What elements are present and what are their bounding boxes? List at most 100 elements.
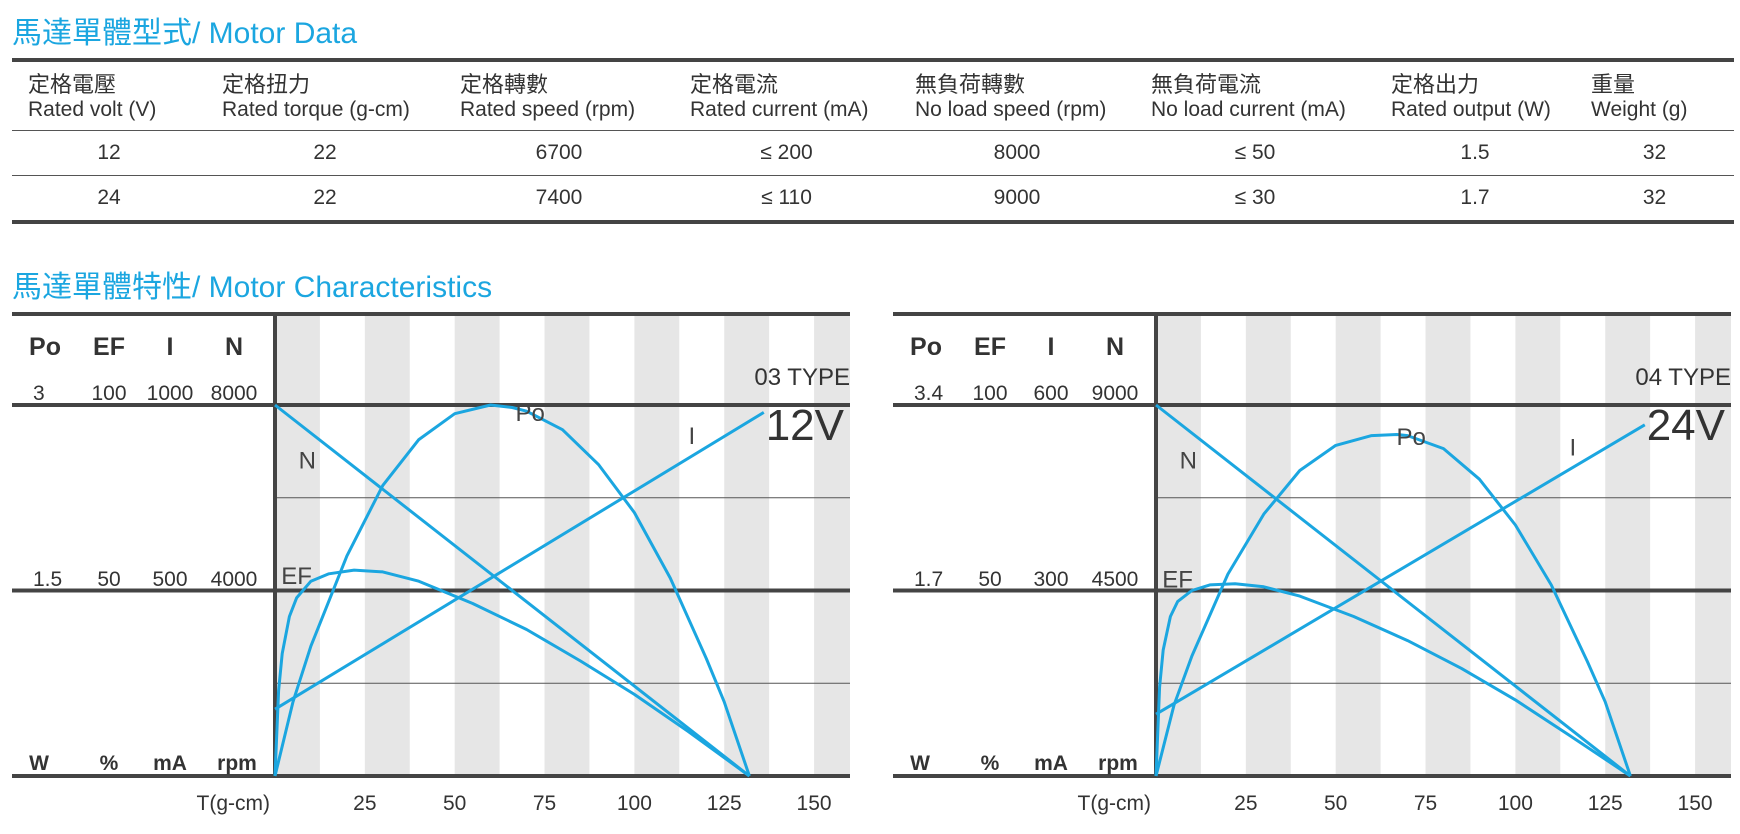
table-cell: ≤ 200 xyxy=(674,130,899,176)
chart-x-tick-label: 100 xyxy=(1498,792,1533,815)
chart-type-label: 04 TYPE xyxy=(1635,364,1731,391)
chart-column-header: Po xyxy=(29,333,61,361)
chart-band xyxy=(364,314,410,776)
chart-band xyxy=(1695,314,1731,776)
chart-unit-label: W xyxy=(910,752,930,775)
chart-column-header: N xyxy=(225,333,243,361)
chart-voltage-label: 24V xyxy=(1647,401,1726,450)
table-cell: 1.7 xyxy=(1375,175,1575,224)
motor-data-title: 馬達單體型式/ Motor Data xyxy=(12,17,358,50)
table-cell: 22 xyxy=(206,130,444,176)
chart-column-header: Po xyxy=(910,333,942,361)
chart-column-header: I xyxy=(1048,333,1055,361)
table-cell: 8000 xyxy=(899,130,1135,176)
chart-column-header: I xyxy=(167,333,174,361)
motor-data-table: 定格電壓 Rated volt (V) 定格扭力 Rated torque (g-c… xyxy=(12,58,1734,224)
table-cell: 9000 xyxy=(899,175,1135,224)
table-cell: ≤ 30 xyxy=(1135,175,1375,224)
chart-band xyxy=(544,314,590,776)
chart-scale-mid-label: 500 xyxy=(152,568,187,591)
chart-series-label-ef: EF xyxy=(1162,567,1193,594)
header-rated-output: 定格出力 Rated output (W) xyxy=(1375,58,1575,131)
chart-scale-top-label: 600 xyxy=(1033,382,1068,405)
table-cell: 6700 xyxy=(444,130,674,176)
chart-scale-top-label: 3 xyxy=(33,382,45,405)
table-row: 12 22 6700 ≤ 200 8000 ≤ 50 1.5 32 xyxy=(12,130,1734,176)
chart-scale-top-label: 100 xyxy=(972,382,1007,405)
chart-band xyxy=(1425,314,1471,776)
chart-scale-mid-label: 50 xyxy=(978,568,1001,591)
chart-band xyxy=(724,314,770,776)
chart-series-label-i: I xyxy=(689,423,696,450)
chart-series-i xyxy=(274,411,765,711)
chart-scale-top-label: 1000 xyxy=(147,382,194,405)
chart-x-tick-label: 125 xyxy=(1588,792,1623,815)
chart-band xyxy=(814,314,850,776)
chart-series-ef xyxy=(273,568,751,778)
chart-bands xyxy=(275,314,850,776)
chart-voltage-label: 12V xyxy=(766,401,845,450)
chart-series-label-po: Po xyxy=(515,400,544,427)
chart-unit-label: rpm xyxy=(1098,752,1138,775)
header-rated-speed: 定格轉數 Rated speed (rpm) xyxy=(444,58,674,131)
motor-chart-03-type: Po EF I N 3 100 1000 8000 1.5 50 500 4000 W% mA rpm T(g… xyxy=(12,312,850,815)
header-rated-torque: 定格扭力 Rated torque (g-cm) xyxy=(206,58,444,131)
chart-x-tick-label: 125 xyxy=(707,792,742,815)
chart-x-tick-label: 150 xyxy=(1678,792,1713,815)
chart-band xyxy=(454,314,500,776)
chart-series-label-n: N xyxy=(1180,447,1197,474)
header-weight: 重量 Weight (g) xyxy=(1575,58,1734,131)
chart-type-label: 03 TYPE xyxy=(754,364,850,391)
chart-bands xyxy=(1156,314,1731,776)
table-cell: 1.5 xyxy=(1375,130,1575,176)
chart-unit-label: % xyxy=(981,752,1000,775)
chart-band xyxy=(1156,314,1201,776)
chart-x-tick-label: 50 xyxy=(443,792,466,815)
chart-band xyxy=(1245,314,1291,776)
characteristics-title: 馬達單體特性/ Motor Characteristics xyxy=(12,271,493,304)
chart-band xyxy=(634,314,680,776)
chart-band xyxy=(275,314,320,776)
chart-scale-top-label: 3.4 xyxy=(914,382,944,405)
table-cell: 7400 xyxy=(444,175,674,224)
chart-scale-top-label: 9000 xyxy=(1092,382,1139,405)
chart-series-ef xyxy=(1154,582,1632,778)
table-cell: 12 xyxy=(12,130,206,176)
chart-unit-label: W xyxy=(29,752,49,775)
chart-scale-mid-label: 4500 xyxy=(1092,568,1139,591)
header-rated-volt: 定格電壓 Rated volt (V) xyxy=(12,58,206,131)
chart-scale-top-label: 100 xyxy=(91,382,126,405)
chart-unit-label: rpm xyxy=(217,752,257,775)
chart-x-tick-label: 75 xyxy=(533,792,556,815)
table-cell: 32 xyxy=(1575,130,1734,176)
header-no-load-speed: 無負荷轉數 No load speed (rpm) xyxy=(899,58,1135,131)
chart-scale-mid-label: 1.7 xyxy=(914,568,943,591)
chart-series-n xyxy=(1155,403,1632,778)
chart-series-label-i: I xyxy=(1570,434,1577,461)
chart-unit-label: mA xyxy=(1034,752,1068,775)
chart-x-tick-label: 50 xyxy=(1324,792,1347,815)
table-cell: 24 xyxy=(12,175,206,224)
chart-column-header: EF xyxy=(974,333,1006,361)
chart-x-tick-label: 25 xyxy=(1234,792,1257,815)
table-row: 24 22 7400 ≤ 110 9000 ≤ 30 1.7 32 xyxy=(12,175,1734,224)
chart-series-po xyxy=(273,403,751,777)
chart-band xyxy=(1605,314,1651,776)
chart-series-n xyxy=(274,403,751,778)
motor-chart-04-type: Po EF I N 3.4 100 600 9000 1.7 50 300 4500 W% mA rpm T(… xyxy=(893,312,1731,815)
chart-unit-label: mA xyxy=(153,752,187,775)
table-cell: 22 xyxy=(206,175,444,224)
chart-series-label-n: N xyxy=(299,447,316,474)
table-cell: 32 xyxy=(1575,175,1734,224)
chart-column-header: N xyxy=(1106,333,1124,361)
chart-series-label-ef: EF xyxy=(281,563,312,590)
header-rated-current: 定格電流 Rated current (mA) xyxy=(674,58,899,131)
chart-band xyxy=(1335,314,1381,776)
chart-x-tick-label: 150 xyxy=(797,792,832,815)
chart-series-po xyxy=(1154,433,1632,777)
chart-scale-mid-label: 4000 xyxy=(211,568,258,591)
chart-scale-mid-label: 1.5 xyxy=(33,568,62,591)
chart-x-tick-label: 25 xyxy=(353,792,376,815)
table-header-row: 定格電壓 Rated volt (V) 定格扭力 Rated torque (g-c… xyxy=(12,58,1734,131)
chart-x-tick-label: 100 xyxy=(617,792,652,815)
